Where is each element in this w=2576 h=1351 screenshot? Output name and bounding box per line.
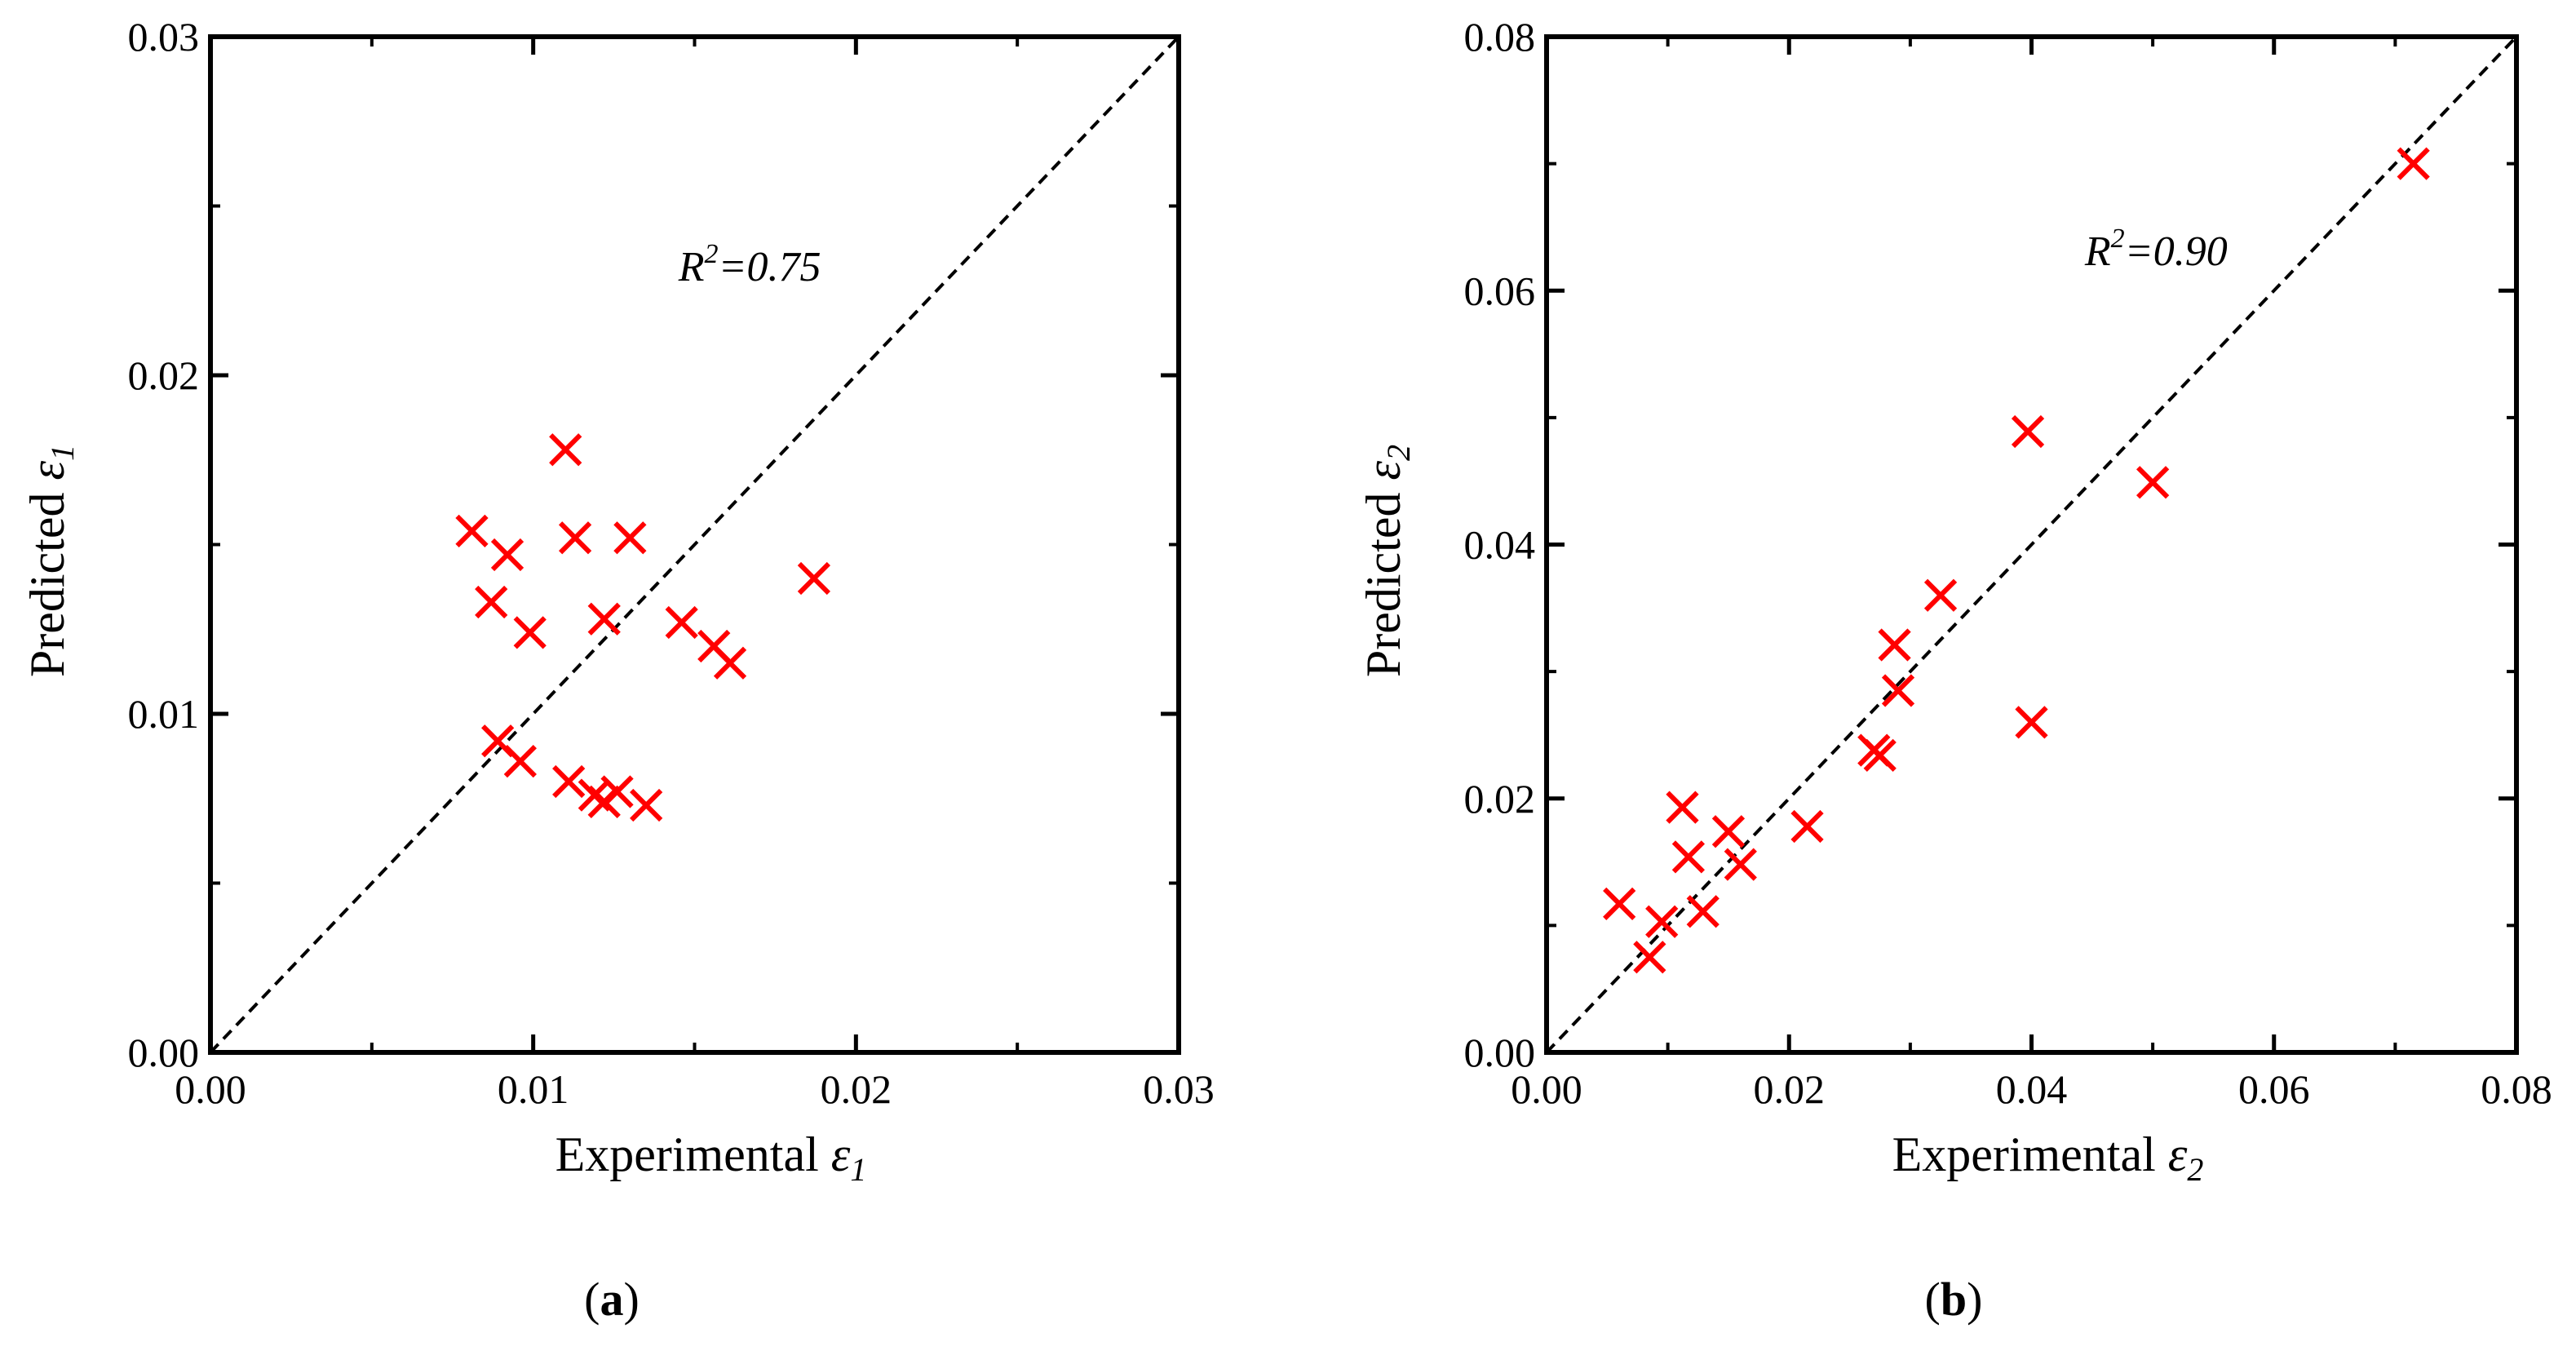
- panel-b: 0.00 0.02 0.04 0.06 0.08 0.00 0.02 0.04 0.06 0.08…: [1357, 14, 2552, 1326]
- data-point: [549, 433, 582, 467]
- data-point: [455, 514, 489, 548]
- x-tick-label: 0.03: [1143, 1066, 1215, 1112]
- y-axis-label: Predicted ε1: [20, 445, 81, 677]
- y-tick-label: 0.08: [1464, 14, 1536, 60]
- y-tick-label: 0.00: [1464, 1030, 1536, 1075]
- data-point-stroke: [1878, 628, 1911, 662]
- data-point: [552, 764, 586, 799]
- y-tick-label: 0.02: [128, 352, 200, 398]
- x-tick-label: 0.00: [175, 1066, 246, 1112]
- x-tick-label: 0.04: [1996, 1066, 2068, 1112]
- data-point: [1603, 887, 1636, 921]
- y-tick-label: 0.03: [128, 14, 200, 60]
- x-tick-label: 0.08: [2481, 1066, 2552, 1112]
- data-point-stroke: [552, 764, 586, 799]
- data-point: [503, 744, 537, 778]
- data-point-stroke: [1724, 848, 1757, 881]
- data-point-stroke: [503, 744, 537, 778]
- x-axis-label: Experimental ε1: [555, 1127, 867, 1188]
- data-point-stroke: [797, 561, 831, 596]
- data-point: [558, 521, 592, 555]
- data-point-stroke: [1881, 674, 1915, 707]
- data-point-stroke: [600, 775, 634, 808]
- data-point: [1923, 578, 1958, 612]
- x-tick-label: 0.02: [821, 1066, 892, 1112]
- data-point-stroke: [1686, 895, 1720, 928]
- data-point-stroke: [2011, 414, 2045, 449]
- y-axis-label: Predicted ε2: [1357, 445, 1417, 677]
- data-point: [1645, 905, 1679, 938]
- data-point-stroke: [549, 433, 582, 467]
- x-tick-label: 0.06: [2238, 1066, 2310, 1112]
- data-point: [587, 602, 621, 636]
- data-point-stroke: [1863, 738, 1897, 772]
- data-point: [1724, 848, 1757, 881]
- y-tick-label: 0.04: [1464, 522, 1536, 568]
- panel-caption: (a): [584, 1273, 640, 1326]
- data-point: [630, 788, 663, 822]
- data-point-stroke: [697, 629, 731, 663]
- data-point-stroke: [475, 585, 508, 619]
- data-point: [1711, 815, 1746, 848]
- r-squared-annotation: R2=0.90: [2084, 224, 2228, 275]
- data-point-stroke: [1923, 578, 1958, 612]
- data-point: [713, 646, 747, 680]
- data-point-stroke: [1633, 941, 1666, 974]
- data-point: [513, 616, 547, 649]
- x-tick-label: 0.02: [1754, 1066, 1826, 1112]
- x-axis-label: Experimental ε2: [1892, 1127, 2204, 1188]
- x-tick-label: 0.01: [498, 1066, 569, 1112]
- panel-caption: (b): [1925, 1273, 1983, 1326]
- data-point-stroke: [481, 724, 515, 758]
- data-point-stroke: [1645, 905, 1679, 938]
- y-tick-label: 0.06: [1464, 268, 1536, 313]
- data-point: [490, 538, 524, 572]
- data-point-stroke: [2015, 706, 2048, 739]
- data-point: [600, 775, 634, 808]
- data-point-stroke: [1790, 809, 1824, 844]
- panel-a: 0.00 0.01 0.02 0.03 0.00 0.01 0.02 0.03 Experime…: [20, 14, 1215, 1326]
- data-point-stroke: [613, 521, 647, 555]
- data-point: [1878, 628, 1911, 662]
- data-point-stroke: [2136, 466, 2170, 499]
- data-point: [1666, 791, 1699, 824]
- data-point-stroke: [1671, 840, 1706, 874]
- data-point-stroke: [490, 538, 524, 572]
- data-point-stroke: [513, 616, 547, 649]
- data-point: [665, 605, 698, 640]
- y-tick-label: 0.02: [1464, 776, 1536, 822]
- data-point: [613, 521, 647, 555]
- data-point-stroke: [1666, 791, 1699, 824]
- data-point-stroke: [587, 602, 621, 636]
- data-point-stroke: [630, 788, 663, 822]
- r-squared-annotation: R2=0.75: [678, 239, 821, 290]
- data-point: [2015, 706, 2048, 739]
- data-point-stroke: [1603, 887, 1636, 921]
- data-point-stroke: [2397, 147, 2430, 180]
- x-tick-label: 0.00: [1511, 1066, 1582, 1112]
- data-point-stroke: [665, 605, 698, 640]
- data-point: [1633, 941, 1666, 974]
- data-point: [1863, 738, 1897, 772]
- data-point: [2011, 414, 2045, 449]
- reference-line-y-equals-x: [1545, 35, 2518, 1054]
- data-point: [1790, 809, 1824, 844]
- data-point: [1881, 674, 1915, 707]
- data-point: [2397, 147, 2430, 180]
- data-point-stroke: [455, 514, 489, 548]
- data-point: [1686, 895, 1720, 928]
- data-point-stroke: [558, 521, 592, 555]
- data-point: [475, 585, 508, 619]
- data-point: [797, 561, 831, 596]
- data-point: [1671, 840, 1706, 874]
- data-point-stroke: [1711, 815, 1746, 848]
- data-point: [2136, 466, 2170, 499]
- reference-line-y-equals-x: [209, 35, 1180, 1054]
- y-tick-label: 0.01: [128, 691, 200, 737]
- y-tick-label: 0.00: [128, 1030, 200, 1075]
- data-point-stroke: [713, 646, 747, 680]
